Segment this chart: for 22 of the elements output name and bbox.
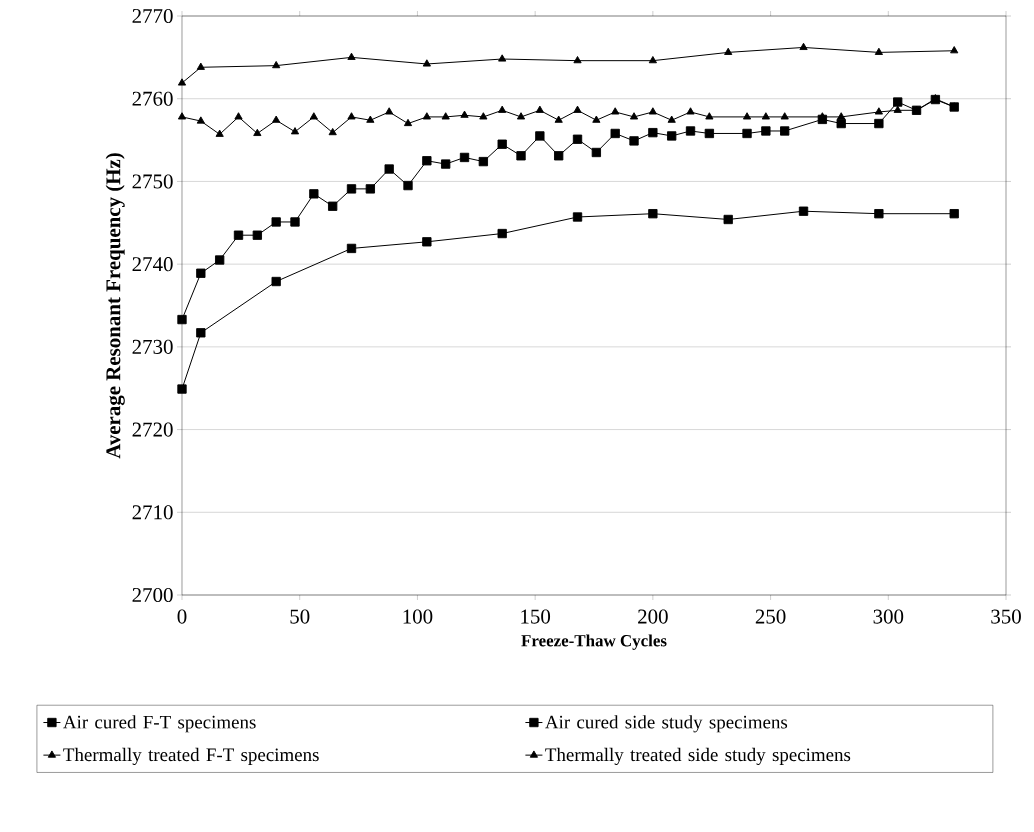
x-tick-label: 250 xyxy=(755,609,786,624)
y-tick-label: 2770 xyxy=(132,8,173,24)
y-tick-label: 2740 xyxy=(132,257,173,272)
y-tick-label: 2760 xyxy=(132,91,173,106)
legend-label: Air cured side study specimens xyxy=(545,715,788,733)
x-tick-label: 50 xyxy=(290,609,310,624)
y-tick-label: 2730 xyxy=(132,339,173,354)
legend-label: Thermally treated F-T specimens xyxy=(63,747,319,766)
x-tick-label: 150 xyxy=(521,609,551,624)
x-tick-label: 100 xyxy=(403,609,433,624)
x-tick-label: 350 xyxy=(991,609,1021,624)
legend-label: Air cured F-T specimens xyxy=(63,715,256,733)
x-axis-title: Freeze-Thaw Cycles xyxy=(521,634,667,650)
y-tick-label: 2710 xyxy=(132,505,173,520)
y-tick-label: 2720 xyxy=(132,422,173,437)
x-tick-label: 300 xyxy=(873,609,904,624)
y-tick-label: 2750 xyxy=(132,174,173,189)
y-tick-label: 2700 xyxy=(132,587,173,603)
legend-label: Thermally treated side study specimens xyxy=(545,747,851,766)
y-axis-title: Average Resonant Frequency (Hz) xyxy=(105,153,125,459)
x-tick-label: 0 xyxy=(177,609,187,624)
x-tick-label: 200 xyxy=(638,609,668,624)
